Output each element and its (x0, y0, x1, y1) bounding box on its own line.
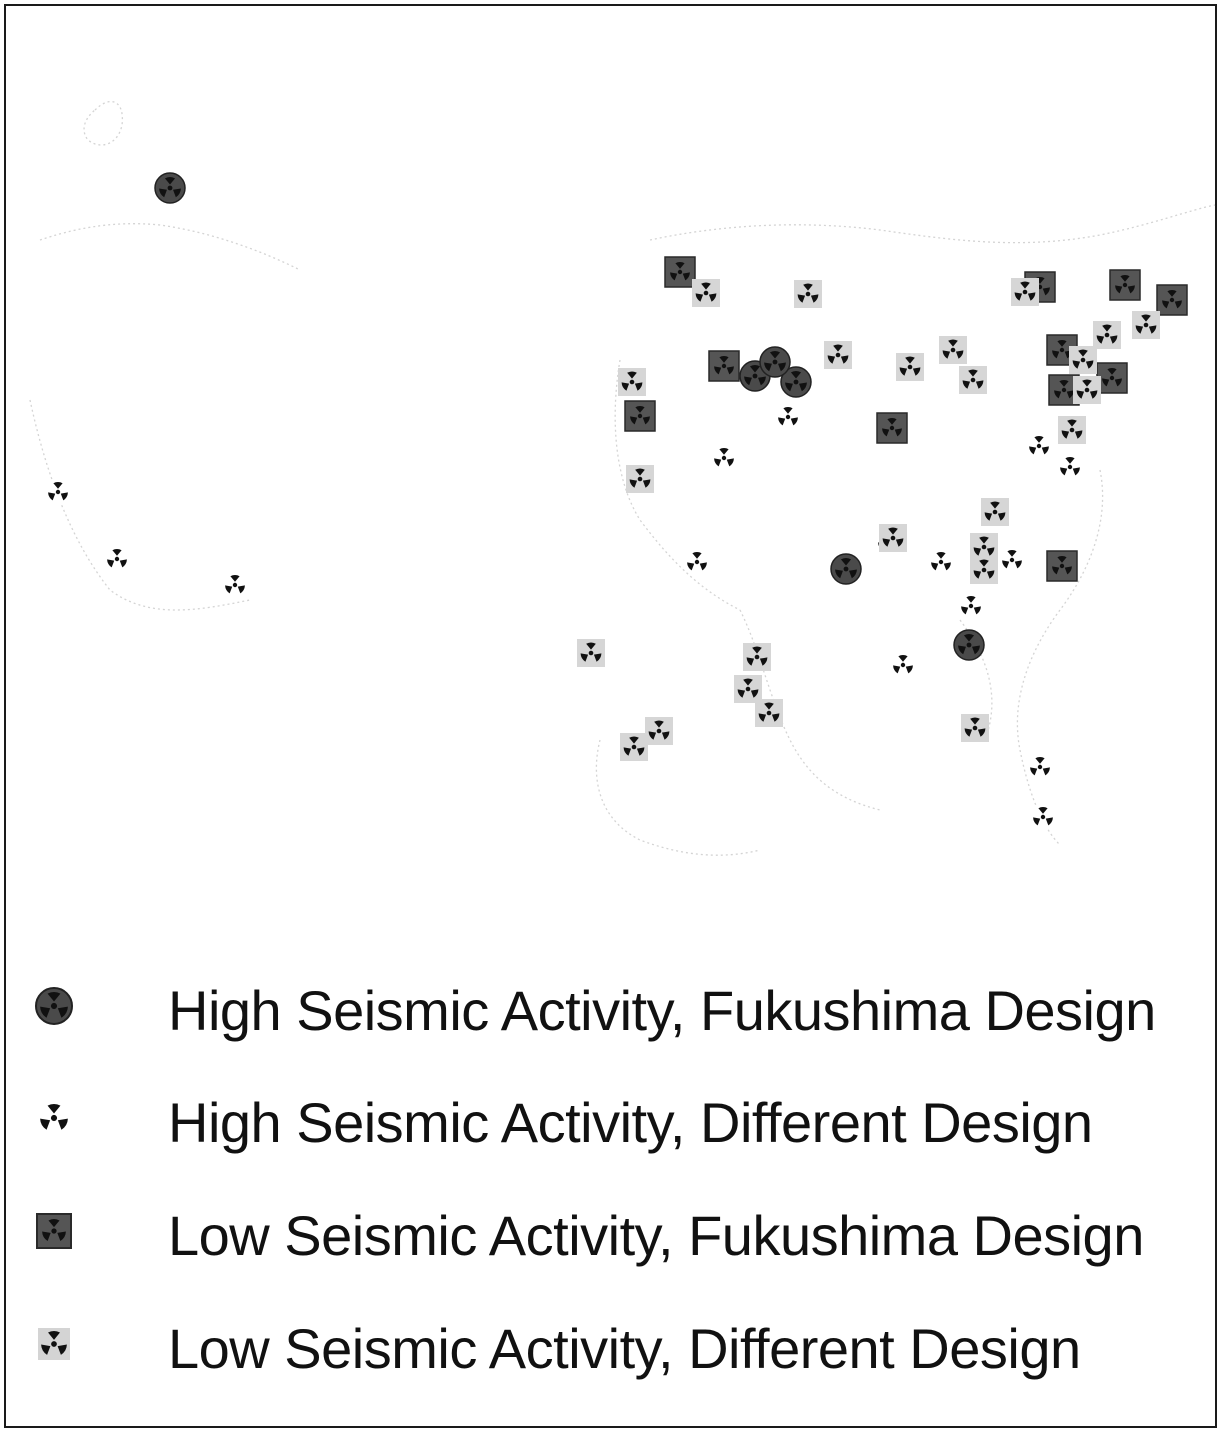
low-seismic-different-marker (743, 643, 771, 671)
legend-item-low-fukushima: Low Seismic Activity, Fukushima Design (0, 1185, 1223, 1285)
high-seismic-different-marker (1058, 455, 1082, 479)
high-seismic-different-marker (929, 550, 953, 574)
low-seismic-different-marker (620, 733, 648, 761)
low-seismic-different-marker (1073, 376, 1101, 404)
low-seismic-different-marker (734, 675, 762, 703)
low-seismic-fukushima-marker (1046, 550, 1078, 582)
low-seismic-different-marker (1058, 416, 1086, 444)
high-seismic-different-marker (1027, 434, 1051, 458)
legend-item-high-different: High Seismic Activity, Different Design (0, 1072, 1223, 1172)
low-seismic-different-marker (794, 280, 822, 308)
reactor-map (29, 100, 1216, 856)
low-seismic-different-marker (824, 341, 852, 369)
dark-circle-radiation-icon (35, 987, 73, 1025)
white-radiation-icon (38, 1104, 70, 1132)
low-seismic-different-marker (1069, 346, 1097, 374)
high-seismic-different-marker (105, 547, 129, 571)
low-seismic-different-marker (981, 498, 1009, 526)
high-seismic-different-marker (712, 446, 736, 470)
high-seismic-different-marker (1000, 548, 1024, 572)
low-seismic-different-marker (1132, 311, 1160, 339)
legend-label: High Seismic Activity, Fukushima Design (168, 979, 1156, 1042)
high-seismic-different-marker (46, 480, 70, 504)
low-seismic-different-marker (618, 368, 646, 396)
low-seismic-fukushima-marker (1096, 362, 1128, 394)
high-seismic-fukushima-marker (759, 346, 791, 378)
low-seismic-different-marker (961, 714, 989, 742)
high-seismic-fukushima-marker (953, 629, 985, 661)
dark-square-radiation-icon (36, 1213, 72, 1249)
plant-markers (46, 172, 1188, 829)
high-seismic-fukushima-marker (154, 172, 186, 204)
low-seismic-different-marker (879, 524, 907, 552)
legend-item-low-different: Low Seismic Activity, Different Design (0, 1298, 1223, 1398)
low-seismic-fukushima-marker (708, 350, 740, 382)
low-seismic-different-marker (577, 639, 605, 667)
low-seismic-different-marker (939, 336, 967, 364)
low-seismic-different-marker (1093, 321, 1121, 349)
high-seismic-different-marker (1031, 805, 1055, 829)
grey-square-radiation-icon (38, 1328, 70, 1360)
high-seismic-different-marker (959, 594, 983, 618)
low-seismic-different-marker (626, 465, 654, 493)
low-seismic-fukushima-marker (1156, 284, 1188, 316)
low-seismic-fukushima-marker (876, 412, 908, 444)
low-seismic-different-marker (896, 353, 924, 381)
low-seismic-fukushima-marker (664, 256, 696, 288)
low-seismic-different-marker (692, 279, 720, 307)
legend-label: Low Seismic Activity, Different Design (168, 1317, 1081, 1380)
high-seismic-different-marker (223, 573, 247, 597)
low-seismic-different-marker (755, 699, 783, 727)
high-seismic-different-marker (891, 653, 915, 677)
legend-label: Low Seismic Activity, Fukushima Design (168, 1204, 1144, 1267)
high-seismic-fukushima-marker (780, 366, 812, 398)
low-seismic-different-marker (1011, 278, 1039, 306)
high-seismic-different-marker (1028, 755, 1052, 779)
low-seismic-fukushima-marker (1109, 269, 1141, 301)
low-seismic-different-marker (645, 717, 673, 745)
high-seismic-different-marker (685, 550, 709, 574)
legend-item-high-fukushima: High Seismic Activity, Fukushima Design (0, 960, 1223, 1060)
legend-label: High Seismic Activity, Different Design (168, 1091, 1093, 1154)
high-seismic-fukushima-marker (830, 553, 862, 585)
high-seismic-different-marker (776, 405, 800, 429)
figure-frame (4, 4, 1217, 1428)
low-seismic-different-marker (959, 366, 987, 394)
low-seismic-fukushima-marker (624, 400, 656, 432)
low-seismic-different-marker (970, 556, 998, 584)
